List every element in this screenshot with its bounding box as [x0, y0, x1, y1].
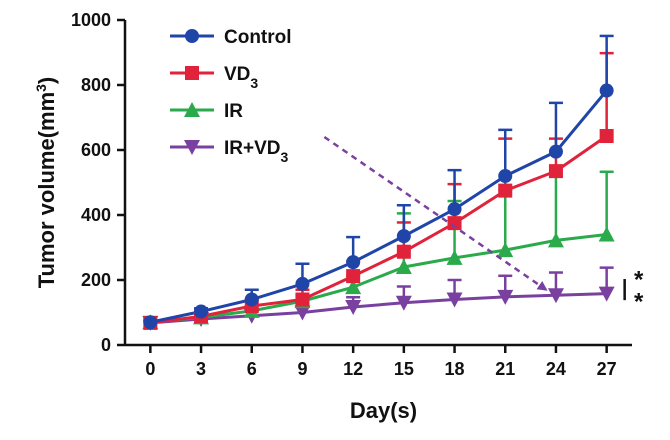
data-point-control: [143, 315, 158, 330]
legend-label-ir-vd3: IR+VD3: [224, 138, 289, 165]
y-tick-label: 0: [101, 335, 111, 355]
y-tick-label: 1000: [71, 10, 111, 30]
data-point-ir: [547, 232, 564, 248]
y-axis-title: Tumor volume(mm3): [33, 77, 59, 289]
data-point-ir: [395, 259, 412, 274]
legend-label-vd3: VD3: [224, 64, 258, 91]
y-tick-label: 200: [81, 270, 111, 290]
data-point-control: [548, 144, 563, 159]
data-point-ir: [598, 226, 615, 242]
y-tick-label: 600: [81, 140, 111, 160]
data-point-ir-vd3: [294, 305, 311, 321]
x-tick-label: 9: [297, 359, 307, 379]
data-point-ir: [446, 249, 463, 265]
significance-label: * *: [634, 267, 644, 316]
data-point-vd3: [396, 244, 411, 259]
data-point-control: [599, 83, 614, 98]
x-tick-label: 27: [597, 359, 617, 379]
series-line-control: [150, 89, 608, 324]
data-point-control: [295, 276, 310, 291]
data-point-ir-vd3: [547, 288, 564, 304]
series-line-ir: [150, 233, 607, 324]
data-point-control: [244, 292, 259, 307]
legend-marker-ir-vd3: [184, 140, 200, 155]
data-point-ir-vd3: [497, 289, 514, 305]
data-point-vd3: [498, 183, 513, 198]
data-point-ir-vd3: [598, 286, 615, 302]
x-tick-label: 3: [196, 359, 206, 379]
x-tick-label: 12: [343, 359, 363, 379]
data-point-ir-vd3: [446, 292, 463, 308]
data-point-vd3: [599, 129, 614, 144]
data-point-ir: [497, 242, 514, 258]
data-point-vd3: [447, 216, 462, 231]
x-tick-label: 21: [495, 359, 515, 379]
series-line-vd3: [150, 134, 608, 325]
data-point-ir-vd3: [345, 299, 362, 315]
data-point-ir-vd3: [395, 295, 412, 311]
legend-label-control: Control: [224, 27, 292, 48]
trend-arrow: [323, 135, 548, 291]
legend-label-ir: IR: [224, 101, 243, 122]
x-tick-label: 6: [247, 359, 257, 379]
legend-marker-control: [185, 29, 199, 43]
data-point-vd3: [295, 292, 310, 307]
data-point-control: [447, 202, 462, 217]
data-point-control: [396, 229, 411, 244]
legend: Control VD3 IR IR+VD3: [170, 27, 292, 165]
legend-marker-ir: [184, 102, 200, 117]
data-point-ir: [345, 279, 362, 295]
data-point-vd3: [548, 164, 563, 179]
legend-marker-vd3: [185, 66, 199, 80]
x-tick-label: 18: [445, 359, 465, 379]
series-line-ir-vd3: [150, 292, 607, 325]
y-tick-label: 400: [81, 205, 111, 225]
x-axis-title: Day(s): [350, 398, 417, 423]
data-point-control: [346, 255, 361, 270]
data-point-control: [194, 304, 209, 319]
data-point-control: [498, 169, 513, 183]
y-tick-label: 800: [81, 75, 111, 95]
data-point-vd3: [346, 269, 361, 284]
x-tick-label: 15: [394, 359, 414, 379]
x-tick-label: 24: [546, 359, 566, 379]
x-tick-label: 0: [145, 359, 155, 379]
